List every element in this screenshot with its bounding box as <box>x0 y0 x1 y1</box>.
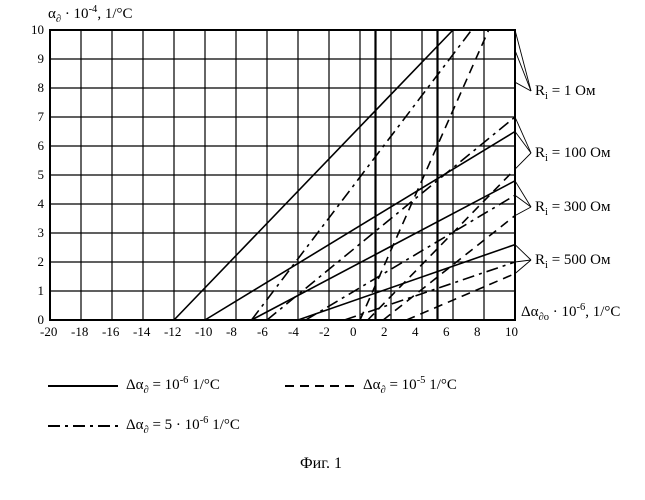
x-tick-label: -2 <box>319 324 330 340</box>
y-tick-label: 7 <box>38 109 45 125</box>
x-tick-label: 10 <box>505 324 518 340</box>
legend-label: Δα∂ = 5 · 10-6 1/°C <box>126 415 240 436</box>
y-tick-label: 9 <box>38 51 45 67</box>
x-tick-label: 4 <box>412 324 419 340</box>
y-tick-label: 5 <box>38 167 45 183</box>
legend-swatch <box>285 376 355 396</box>
y-axis-title: α∂ · 10-4, 1/°C <box>48 4 132 25</box>
legend-item: Δα∂ = 5 · 10-6 1/°C <box>48 415 240 436</box>
x-tick-label: -10 <box>195 324 212 340</box>
x-tick-label: -8 <box>226 324 237 340</box>
x-tick-label: -16 <box>102 324 119 340</box>
series-group-label: Ri = 500 Ом <box>535 252 610 271</box>
x-tick-label: 8 <box>474 324 481 340</box>
y-tick-label: 0 <box>38 312 45 328</box>
series-group-label: Ri = 100 Ом <box>535 145 610 164</box>
series-group-label: Ri = 1 Ом <box>535 83 595 102</box>
x-tick-label: -18 <box>71 324 88 340</box>
y-tick-label: 2 <box>38 254 45 270</box>
x-tick-label: -14 <box>133 324 150 340</box>
legend-label: Δα∂ = 10-5 1/°C <box>363 375 457 396</box>
y-tick-label: 8 <box>38 80 45 96</box>
legend-item: Δα∂ = 10-5 1/°C <box>285 375 457 396</box>
y-tick-label: 6 <box>38 138 45 154</box>
legend-swatch <box>48 376 118 396</box>
series-group-label: Ri = 300 Ом <box>535 199 610 218</box>
x-tick-label: 2 <box>381 324 388 340</box>
legend-item: Δα∂ = 10-6 1/°C <box>48 375 220 396</box>
figure-caption: Фиг. 1 <box>300 455 342 473</box>
x-tick-label: 0 <box>350 324 357 340</box>
x-tick-label: -12 <box>164 324 181 340</box>
x-axis-title: Δα∂о · 10-6, 1/°C <box>521 302 620 323</box>
x-tick-label: -4 <box>288 324 299 340</box>
y-tick-label: 4 <box>38 196 45 212</box>
legend-label: Δα∂ = 10-6 1/°C <box>126 375 220 396</box>
y-tick-label: 1 <box>38 283 45 299</box>
y-tick-label: 10 <box>31 22 44 38</box>
x-tick-label: -6 <box>257 324 268 340</box>
x-tick-label: 6 <box>443 324 450 340</box>
y-tick-label: 3 <box>38 225 45 241</box>
legend-swatch <box>48 416 118 436</box>
